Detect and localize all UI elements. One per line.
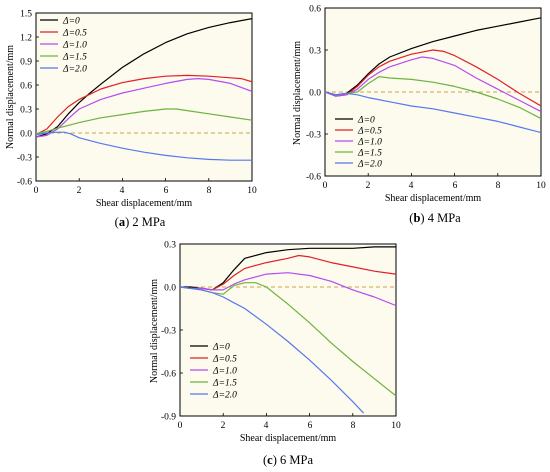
- series-line-3: [36, 108, 252, 135]
- panel-a-x-tick-label: 10: [247, 186, 257, 196]
- legend-label: Δ=0: [357, 116, 375, 126]
- panel-a-y-tick-label: -0.6: [17, 178, 32, 188]
- panel-b-x-tick-label: 0: [323, 181, 328, 191]
- panel-b-x-tick-label: 2: [366, 181, 371, 191]
- panel-c-y-tick-label: -0.3: [161, 327, 176, 337]
- panel-c-x-tick-label: 10: [391, 421, 401, 431]
- panel-a-legend: Δ=0 Δ=0.5 Δ=1.0 Δ=1.5 Δ=2.0: [40, 17, 87, 75]
- panel-b-x-ticks: 0 2 4 6 8 10: [323, 181, 546, 191]
- series-line-4: [180, 286, 365, 414]
- panel-b-caption-text: 4 MPa: [428, 211, 461, 225]
- series-line-4: [325, 91, 541, 134]
- panel-c-x-tick-label: 8: [351, 421, 356, 431]
- panel-c-legend: Δ=0 Δ=0.5 Δ=1.0 Δ=1.5 Δ=2.0: [190, 343, 237, 401]
- panel-c-tick-marks: [179, 243, 397, 417]
- panel-a-y-tick-label: -0.3: [17, 154, 32, 164]
- panel-c-caption-letter: c: [267, 453, 273, 467]
- panel-c-x-tick-label: 2: [221, 421, 226, 431]
- panel-c-y-tick-label: -0.6: [161, 370, 176, 380]
- panel-a: Normal displacement/mm -0.6 -0.3 0.0 0.3…: [5, 10, 257, 230]
- panel-a-caption: (a) 2 MPa: [115, 215, 166, 229]
- legend-label: Δ=2.0: [212, 391, 237, 401]
- series-line-4: [36, 131, 252, 161]
- panel-c-y-axis-title: Normal displacement/mm: [149, 279, 160, 383]
- panel-b-x-tick-label: 10: [536, 181, 546, 191]
- panel-a-x-axis-title: Shear displacement/mm: [96, 198, 193, 209]
- panel-c-x-ticks: 0 2 4 6 8 10: [178, 421, 401, 431]
- panel-a-y-tick-label: 0.0: [20, 130, 32, 140]
- panel-a-tick-marks: [35, 12, 253, 182]
- panel-b-x-tick-label: 6: [453, 181, 458, 191]
- legend-label: Δ=0: [212, 343, 230, 353]
- panel-a-y-tick-label: 1.5: [20, 10, 32, 20]
- panel-a-series-lines: [36, 18, 252, 161]
- legend-label: Δ=1.0: [357, 138, 382, 148]
- panel-a-x-tick-label: 2: [77, 186, 82, 196]
- panel-c-x-tick-label: 4: [264, 421, 269, 431]
- panel-a-y-tick-label: 0.3: [20, 106, 32, 116]
- panel-a-x-tick-label: 6: [164, 186, 169, 196]
- panel-b-y-ticks: -0.6 -0.3 0.0 0.3 0.6: [306, 5, 321, 183]
- panel-b-x-axis-title: Shear displacement/mm: [385, 193, 482, 204]
- panel-b-caption: (b) 4 MPa: [409, 211, 461, 225]
- legend-label: Δ=2.0: [62, 65, 87, 75]
- panel-c-y-ticks: -0.9 -0.6 -0.3 0.0 0.3: [161, 241, 176, 423]
- panel-b-y-tick-label: 0.6: [309, 5, 321, 15]
- panel-c-y-tick-label: 0.3: [164, 241, 176, 251]
- panel-a-y-tick-label: 0.6: [20, 82, 32, 92]
- legend-label: Δ=1.0: [212, 367, 237, 377]
- legend-label: Δ=1.5: [357, 149, 382, 159]
- panel-c-x-tick-label: 6: [308, 421, 313, 431]
- panel-a-x-tick-label: 0: [34, 186, 39, 196]
- panel-b-legend: Δ=0 Δ=0.5 Δ=1.0 Δ=1.5 Δ=2.0: [335, 116, 382, 170]
- panel-b-y-axis-title: Normal displacement/mm: [292, 41, 303, 145]
- panel-a-caption-letter: a: [119, 215, 126, 229]
- legend-label: Δ=1.5: [62, 53, 87, 63]
- panel-b-x-tick-label: 4: [409, 181, 414, 191]
- panel-a-y-ticks: -0.6 -0.3 0.0 0.3 0.6 0.9 1.2 1.5: [17, 10, 32, 188]
- series-line-0: [325, 17, 541, 96]
- panel-c-x-tick-label: 0: [178, 421, 183, 431]
- panel-a-y-tick-label: 1.2: [20, 34, 32, 44]
- legend-label: Δ=2.0: [357, 160, 382, 170]
- panel-c-y-tick-label: -0.9: [161, 413, 176, 423]
- series-line-2: [180, 272, 396, 307]
- legend-label: Δ=0.5: [62, 29, 87, 39]
- panel-c-caption: (c) 6 MPa: [263, 453, 313, 467]
- legend-label: Δ=0.5: [357, 127, 382, 137]
- panel-a-x-ticks: 0 2 4 6 8 10: [34, 186, 257, 196]
- panel-c-x-axis-title: Shear displacement/mm: [240, 433, 337, 444]
- panel-c: Normal displacement/mm -0.9 -0.6 -0.3 0.…: [149, 241, 401, 468]
- legend-label: Δ=0.5: [212, 355, 237, 365]
- legend-label: Δ=1.5: [212, 379, 237, 389]
- panel-b-series-lines: [325, 17, 541, 134]
- panel-b: Normal displacement/mm -0.6 -0.3 0.0 0.3…: [292, 5, 546, 226]
- panel-a-y-axis-title: Normal displacement/mm: [5, 45, 16, 149]
- panel-c-y-tick-label: 0.0: [164, 284, 176, 294]
- panel-a-x-tick-label: 8: [207, 186, 212, 196]
- panel-a-y-tick-label: 0.9: [20, 58, 32, 68]
- panel-a-plot-area: [35, 12, 253, 182]
- panel-b-y-tick-label: -0.6: [306, 173, 321, 183]
- legend-label: Δ=1.0: [62, 41, 87, 51]
- panel-a-x-tick-label: 4: [120, 186, 125, 196]
- series-line-1: [325, 49, 541, 107]
- panel-a-caption-text: 2 MPa: [132, 215, 165, 229]
- legend-label: Δ=0: [62, 17, 80, 27]
- panel-b-y-tick-label: 0.3: [309, 47, 321, 57]
- panel-c-series-lines: [180, 246, 396, 414]
- series-line-0: [36, 18, 252, 138]
- series-line-1: [36, 74, 252, 136]
- panel-b-y-tick-label: 0.0: [309, 89, 321, 99]
- panel-b-y-tick-label: -0.3: [306, 131, 321, 141]
- panel-b-x-tick-label: 8: [496, 181, 501, 191]
- panel-b-caption-letter: b: [413, 211, 420, 225]
- panel-c-caption-text: 6 MPa: [280, 453, 313, 467]
